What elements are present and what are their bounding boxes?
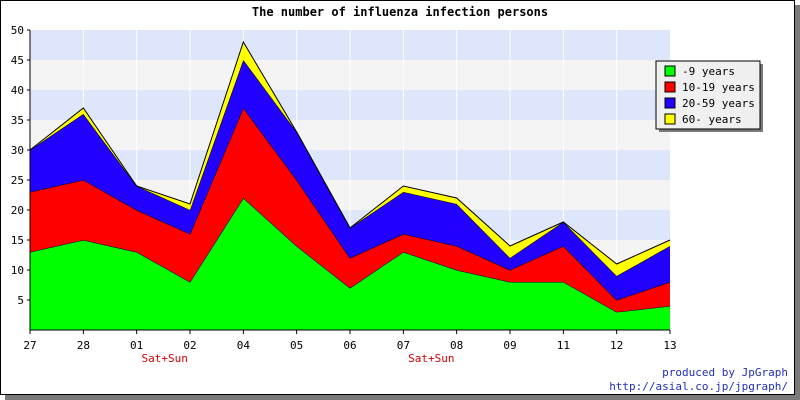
y-tick-label: 40	[11, 84, 24, 97]
y-tick-label: 20	[11, 204, 24, 217]
x-tick-label: 08	[450, 339, 463, 352]
area-10-19 years	[30, 108, 670, 312]
x-tick-label: 07	[397, 339, 410, 352]
legend-swatch	[664, 97, 676, 109]
legend-label: 60- years	[682, 113, 742, 126]
y-tick-label: 45	[11, 54, 24, 67]
x-tick-label: 06	[343, 339, 356, 352]
weekend-annotation: Sat+Sun	[408, 352, 454, 365]
x-tick-label: 01	[130, 339, 143, 352]
area-edge-60- years	[29, 40, 671, 265]
x-tick-label: 12	[610, 339, 623, 352]
credit-url: http://asial.co.jp/jpgraph/	[609, 380, 788, 393]
y-tick-label: 50	[11, 24, 24, 37]
y-tick-label: 30	[11, 144, 24, 157]
x-tick-label: 04	[237, 339, 251, 352]
legend-label: 20-59 years	[682, 97, 755, 110]
x-tick-label: 09	[503, 339, 516, 352]
y-tick-label: 25	[11, 174, 24, 187]
weekend-annotation: Sat+Sun	[141, 352, 187, 365]
x-tick-label: 02	[183, 339, 196, 352]
area--9 years	[30, 198, 670, 330]
area-20-59 years	[30, 60, 670, 300]
x-tick-label: 27	[23, 339, 36, 352]
legend-label: 10-19 years	[682, 81, 755, 94]
x-tick-label: 11	[557, 339, 570, 352]
credit-text: produced by JpGraph	[662, 366, 788, 379]
x-tick-label: 05	[290, 339, 303, 352]
legend-swatch	[664, 81, 676, 93]
legend-label: -9 years	[682, 65, 735, 78]
y-tick-label: 5	[17, 294, 24, 307]
legend-swatch	[664, 65, 676, 77]
y-tick-label: 35	[11, 114, 24, 127]
y-tick-label: 15	[11, 234, 24, 247]
legend-swatch	[664, 113, 676, 125]
y-tick-label: 10	[11, 264, 24, 277]
chart-title: The number of influenza infection person…	[252, 5, 548, 19]
x-tick-label: 28	[77, 339, 90, 352]
x-tick-label: 13	[663, 339, 676, 352]
